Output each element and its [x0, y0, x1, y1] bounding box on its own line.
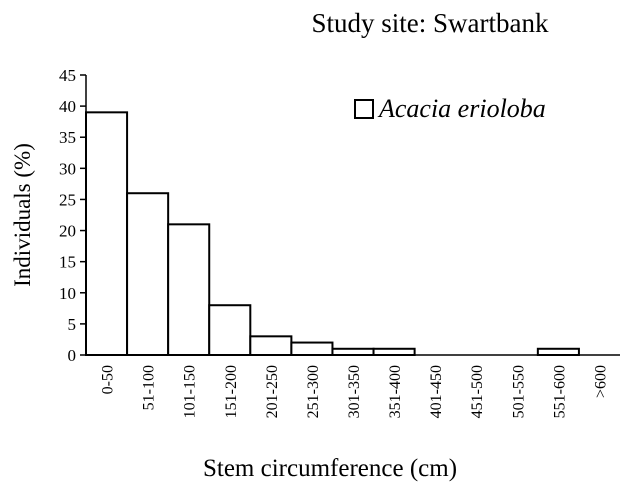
x-tick-label: 401-450: [428, 365, 445, 418]
x-tick-label: 451-500: [469, 365, 486, 418]
x-tick-label: >600: [592, 365, 609, 398]
bar: [290, 341, 334, 356]
x-axis-title: Stem circumference (cm): [203, 455, 457, 482]
legend-swatch: [354, 99, 374, 119]
x-tick-label: 0-50: [100, 365, 117, 394]
x-tick-label: 51-100: [141, 365, 158, 410]
y-tick-label: 35: [59, 128, 76, 147]
bar: [331, 347, 375, 356]
chart-title: Study site: Swartbank: [312, 8, 549, 38]
x-tick-label: 201-250: [264, 365, 281, 418]
y-tick-label: 20: [59, 222, 76, 241]
x-tick-label: 101-150: [182, 365, 199, 418]
y-tick-label: 25: [59, 190, 76, 209]
y-tick-label: 40: [59, 97, 76, 116]
y-axis-title: Individuals (%): [10, 143, 35, 287]
bar: [85, 111, 129, 357]
x-tick-label: 151-200: [223, 365, 240, 418]
x-tick-label: 501-550: [510, 365, 527, 418]
x-tick-label: 301-350: [346, 365, 363, 418]
x-tick-label: 251-300: [305, 365, 322, 418]
x-tick-label: 551-600: [551, 365, 568, 418]
bar: [167, 223, 211, 356]
y-tick-label: 15: [59, 253, 76, 272]
bar: [208, 304, 252, 357]
y-tick-label: 0: [68, 346, 77, 365]
x-tick-label: 351-400: [387, 365, 404, 418]
y-tick-label: 30: [59, 159, 76, 178]
bar: [249, 335, 293, 357]
y-tick-label: 5: [68, 315, 77, 334]
y-tick-label: 45: [59, 66, 76, 85]
y-tick-label: 10: [59, 284, 76, 303]
legend-label: Acacia erioloba: [377, 94, 546, 123]
bar: [372, 347, 416, 356]
bar: [536, 347, 580, 356]
bar: [126, 192, 170, 356]
